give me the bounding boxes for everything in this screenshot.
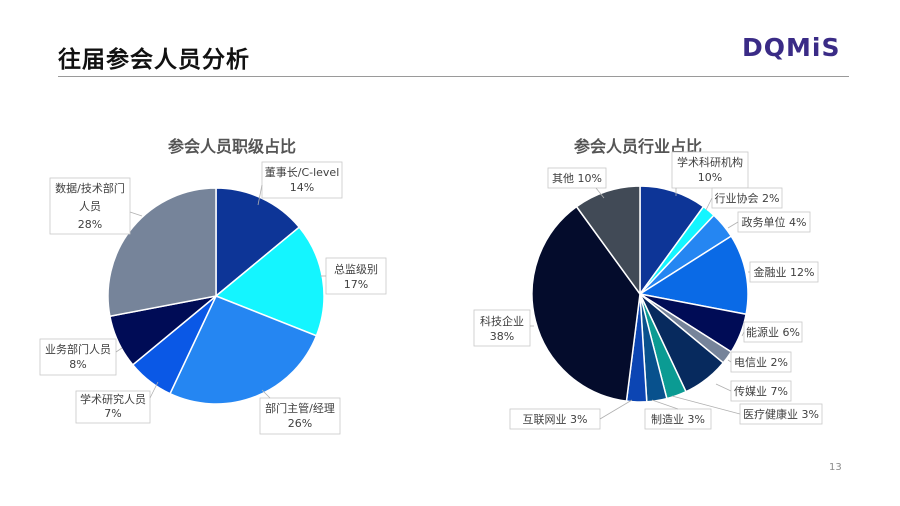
pie-slice-1-11 (575, 185, 641, 297)
callout-box-0-0 (261, 161, 343, 199)
slice-name-label-0-1-0: 总监级别 (334, 262, 378, 276)
leader-line-1-11 (595, 187, 605, 199)
slice-name-label-1-7-0: 医疗健康业 3% (743, 407, 819, 421)
slice-name-label-0-4-0: 业务部门人员 (45, 342, 111, 356)
leader-line-1-4 (741, 331, 745, 337)
slice-name-label-1-4-0: 能源业 6% (746, 325, 800, 339)
callout-box-1-0 (671, 151, 749, 189)
leader-line-1-8 (651, 399, 679, 410)
slice-name-label-1-0-0: 学术科研机构 (677, 155, 743, 169)
slice-name-label-1-5-0: 电信业 2% (734, 356, 788, 369)
leader-line-1-9 (599, 399, 633, 420)
pie-slice-0-1 (214, 226, 325, 337)
slice-value-label-0-5-2: 28% (78, 218, 102, 231)
slice-name-label-1-10-0: 科技企业 (480, 314, 524, 328)
pie-slice-0-5 (107, 187, 217, 318)
slice-value-label-1-0-1: 10% (698, 171, 722, 184)
callouts-industry: 学术科研机构 10% 行业协会 2% 政务单位 4% 金融业 12% 能源业 6% 电信业 … (473, 151, 823, 430)
slice-value-label-0-2-1: 26% (288, 417, 312, 430)
pie-chart-rank (107, 187, 325, 405)
slice-name-label-0-5-1: 人员 (79, 200, 101, 213)
leader-line-1-2 (727, 221, 739, 229)
callout-box-1-11 (547, 167, 607, 189)
callout-box-0-1 (325, 257, 387, 295)
callout-box-1-10 (473, 309, 531, 347)
leader-line-0-2 (261, 389, 271, 399)
leader-line-0-0 (257, 184, 263, 206)
callout-box-0-2 (259, 397, 341, 435)
leader-line-0-3 (149, 381, 159, 399)
page-number: 13 (829, 462, 842, 473)
slice-value-label-0-3-1: 7% (104, 407, 121, 420)
page-title: 往届参会人员分析 (58, 47, 250, 73)
chart-title-rank: 参会人员职级占比 (167, 137, 296, 156)
slice-name-label-1-2-0: 政务单位 4% (742, 215, 807, 229)
slice-name-label-1-3-0: 金融业 12% (754, 265, 815, 279)
slice-name-label-1-1-0: 行业协会 2% (715, 191, 780, 205)
leader-line-1-7 (671, 395, 741, 415)
leader-line-0-4 (115, 347, 123, 353)
slice-name-label-0-0-0: 董事长/C-level (265, 166, 340, 179)
slice-name-label-0-5-0: 数据/技术部门 (55, 181, 125, 195)
slice-name-label-1-11-0: 其他 10% (552, 172, 602, 185)
slice-name-label-1-8-0: 制造业 3% (651, 412, 705, 426)
callout-box-0-5 (49, 177, 131, 235)
slice-name-label-0-3-0: 学术研究人员 (80, 392, 146, 406)
slice-value-label-0-0-1: 14% (290, 181, 314, 194)
slice-value-label-0-1-1: 17% (344, 278, 368, 291)
leader-line-1-5 (727, 359, 732, 363)
callout-box-0-4 (39, 338, 117, 376)
slice-name-label-1-9-0: 互联网业 3% (523, 413, 588, 426)
leader-line-1-1 (705, 197, 713, 211)
pie-chart-industry (531, 185, 749, 403)
dqmis-logo: DQMiS (742, 33, 841, 62)
pie-slice-1-3 (637, 235, 749, 316)
pie-slice-0-2 (169, 295, 318, 405)
chart-title-industry: 参会人员行业占比 (573, 137, 702, 156)
leader-line-1-6 (715, 383, 732, 392)
leader-line-0-5 (129, 211, 143, 217)
slice-value-label-1-10-1: 38% (490, 330, 514, 343)
slice-name-label-1-6-0: 传媒业 7% (734, 385, 788, 398)
slice-name-label-0-2-0: 部门主管/经理 (265, 401, 335, 415)
pie-slice-1-10 (531, 205, 641, 402)
callout-box-0-3 (75, 390, 151, 424)
title-divider (58, 76, 849, 77)
slice-value-label-0-4-1: 8% (69, 358, 86, 371)
